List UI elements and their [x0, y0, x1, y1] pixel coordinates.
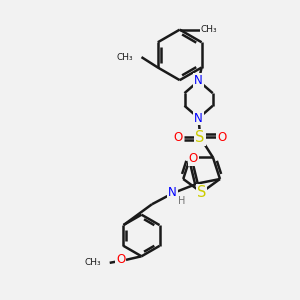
Text: O: O [217, 131, 226, 144]
Text: N: N [194, 74, 203, 87]
Text: O: O [174, 131, 183, 144]
Text: CH₃: CH₃ [116, 52, 133, 62]
Text: S: S [197, 185, 206, 200]
Text: CH₃: CH₃ [85, 258, 101, 267]
Text: O: O [116, 253, 125, 266]
Text: O: O [189, 152, 198, 165]
Text: N: N [168, 186, 177, 199]
Text: H: H [178, 196, 185, 206]
Text: CH₃: CH₃ [200, 25, 217, 34]
Text: S: S [195, 130, 205, 145]
Text: N: N [194, 112, 203, 124]
